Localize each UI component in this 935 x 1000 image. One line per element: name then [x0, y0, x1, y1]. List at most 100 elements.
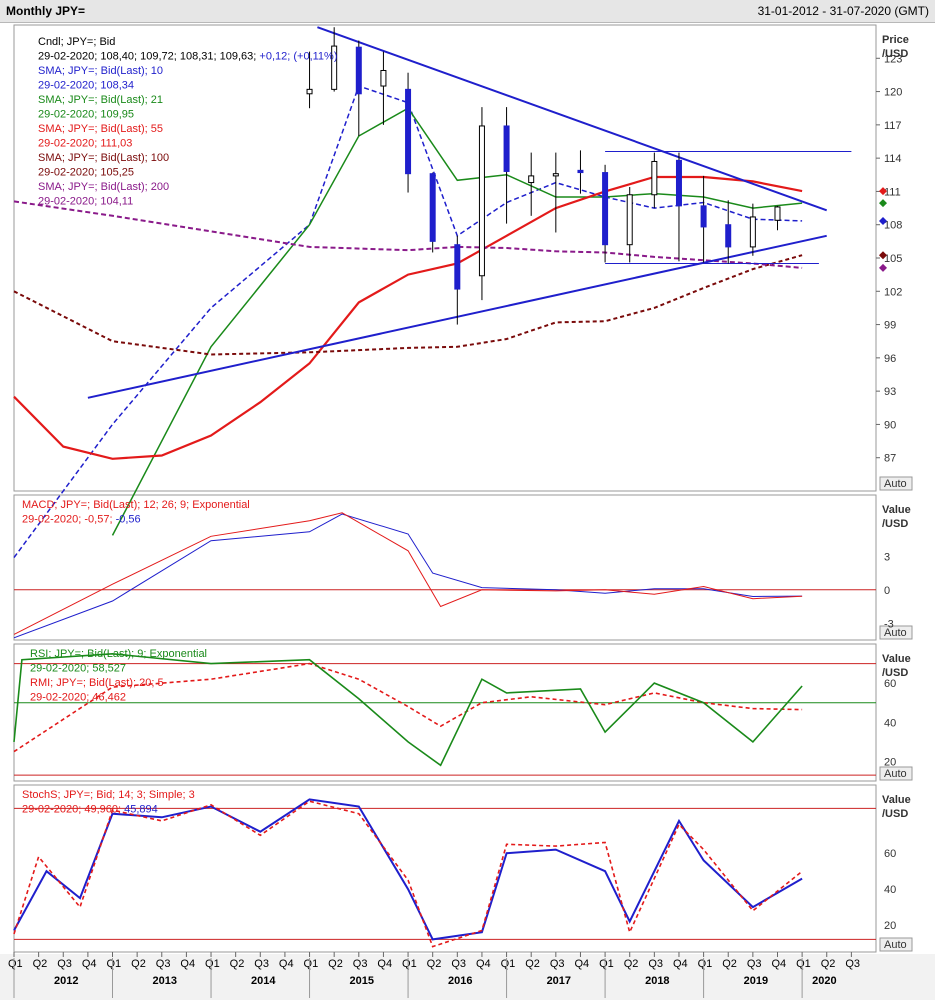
quarter-label: Q2 — [33, 958, 48, 970]
sma-line-2 — [13, 175, 803, 460]
candle-body — [552, 173, 559, 177]
quarter-label: Q3 — [156, 958, 171, 970]
quarter-label: Q1 — [304, 958, 319, 970]
quarter-label: Q1 — [402, 958, 417, 970]
chart-title: Monthly JPY= — [6, 4, 86, 18]
legend-entry: 29-02-2020; 108,40; 109,72; 108,31; 109,… — [38, 51, 338, 63]
candle-body — [478, 125, 485, 277]
quarter-label: Q3 — [550, 958, 565, 970]
macd-line — [13, 512, 803, 635]
y-tick-label: 40 — [884, 884, 896, 896]
y-tick-label: 87 — [884, 453, 896, 465]
candle-body — [528, 175, 535, 184]
last-value-marker — [879, 216, 887, 225]
legend-entry: 29-02-2020; 108,34 — [38, 80, 134, 92]
y-tick-label: 60 — [884, 848, 896, 860]
year-label: 2014 — [251, 975, 276, 987]
quarter-label: Q1 — [205, 958, 220, 970]
quarter-label: Q4 — [673, 958, 688, 970]
stoch-panel-frame — [13, 784, 877, 953]
legend-entry: Cndl; JPY=; Bid — [38, 36, 115, 48]
candle-body — [675, 159, 682, 207]
quarter-label: Q2 — [131, 958, 146, 970]
quarter-label: Q2 — [328, 958, 343, 970]
legend-entry: RMI; JPY=; Bid(Last); 20; 5 — [30, 677, 164, 689]
axis-unit: /USD — [882, 667, 908, 679]
year-label: 2020 — [812, 975, 836, 987]
y-tick-label: 111 — [884, 186, 901, 198]
auto-scale-button[interactable] — [879, 625, 913, 640]
legend-entry: 29-02-2020; 109,95 — [38, 109, 134, 121]
year-label: 2018 — [645, 975, 669, 987]
year-label: 2013 — [153, 975, 177, 987]
axis-title: Value — [882, 653, 911, 665]
quarter-label: Q4 — [574, 958, 589, 970]
auto-scale-label: Auto — [884, 478, 907, 490]
legend-entry: 29-02-2020; 58,527 — [30, 663, 126, 675]
time-axis-band — [0, 954, 935, 1000]
y-tick-label: 93 — [884, 386, 896, 398]
candle-body — [577, 169, 584, 174]
auto-scale-label: Auto — [884, 768, 907, 780]
quarter-label: Q4 — [377, 958, 392, 970]
legend-entry: SMA; JPY=; Bid(Last); 55 — [38, 123, 163, 135]
legend-entry: 29-02-2020; 111,03 — [38, 138, 132, 150]
candle-body — [306, 88, 313, 95]
year-label: 2017 — [547, 975, 571, 987]
axis-title: Price — [882, 34, 909, 46]
year-label: 2019 — [744, 975, 768, 987]
y-tick-label: 20 — [884, 920, 896, 932]
y-tick-label: 114 — [884, 153, 902, 165]
y-tick-label: 60 — [884, 678, 896, 690]
quarter-label: Q3 — [747, 958, 762, 970]
legend-entry: SMA; JPY=; Bid(Last); 200 — [38, 181, 169, 193]
rmi-line — [13, 662, 803, 753]
legend-entry: 29-02-2020; 104,11 — [38, 196, 133, 208]
axis-unit: /USD — [882, 48, 908, 60]
rsi-panel-frame — [13, 643, 877, 782]
chart-canvas: Price/USD Auto Value/USD Auto Value/USD Auto V… — [0, 24, 935, 1000]
auto-scale-button[interactable] — [879, 766, 913, 781]
candle-body — [380, 69, 387, 87]
last-value-marker — [879, 263, 887, 272]
year-label: 2015 — [350, 975, 374, 987]
legend-entry: RSI; JPY=; Bid(Last); 9; Exponential — [30, 648, 207, 660]
quarter-label: Q2 — [230, 958, 245, 970]
axis-title: Value — [882, 794, 911, 806]
candle-body — [503, 125, 510, 172]
trendline — [317, 26, 828, 212]
auto-scale-button[interactable] — [879, 937, 913, 952]
y-tick-label: 96 — [884, 353, 896, 365]
y-tick-label: 108 — [884, 220, 902, 232]
candle-body — [725, 224, 732, 248]
quarter-label: Q1 — [698, 958, 713, 970]
quarter-label: Q2 — [427, 958, 442, 970]
candle-body — [626, 194, 633, 246]
legend-entry: 29-02-2020; 105,25 — [38, 167, 134, 179]
axis-title: Value — [882, 504, 911, 516]
candle-body — [749, 216, 756, 248]
quarter-label: Q4 — [476, 958, 491, 970]
candle-body — [331, 45, 338, 90]
candle-body — [602, 172, 609, 246]
y-tick-label: 0 — [884, 585, 890, 597]
last-value-marker — [879, 251, 887, 260]
legend-entry: 29-02-2020; 46,462 — [30, 692, 126, 704]
quarter-label: Q3 — [451, 958, 466, 970]
candle-body — [774, 206, 781, 221]
y-tick-label: 90 — [884, 419, 896, 431]
macd-panel-frame — [13, 494, 877, 641]
y-tick-label: 99 — [884, 320, 896, 332]
quarter-label: Q1 — [501, 958, 516, 970]
legend-entry: StochS; JPY=; Bid; 14; 3; Simple; 3 — [22, 789, 195, 801]
quarter-label: Q4 — [771, 958, 786, 970]
y-tick-label: 117 — [884, 120, 902, 132]
quarter-label: Q4 — [82, 958, 97, 970]
auto-scale-label: Auto — [884, 939, 907, 951]
y-tick-label: -3 — [884, 618, 894, 630]
quarter-label: Q4 — [180, 958, 195, 970]
y-tick-label: 20 — [884, 756, 896, 768]
price-panel-frame — [13, 24, 877, 492]
auto-scale-button[interactable] — [879, 476, 913, 491]
sma-line-4 — [13, 200, 803, 269]
